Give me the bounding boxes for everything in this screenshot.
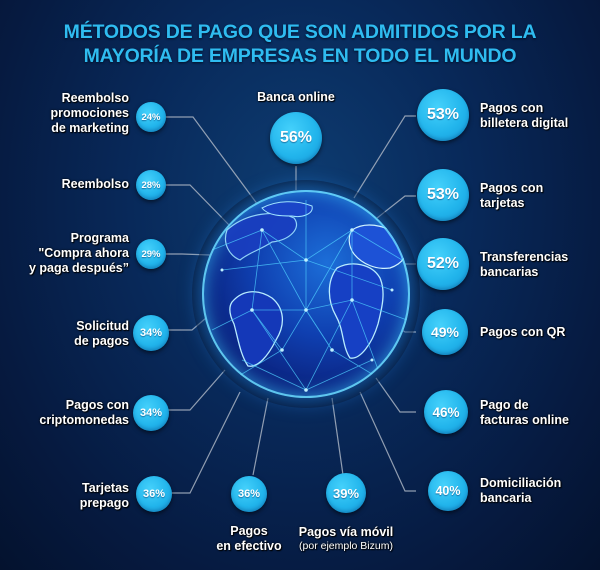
label-pagos-tarjetas: Pagos con tarjetas — [480, 181, 544, 210]
bubble-tarjetas-prepago: 36% — [136, 476, 172, 512]
title-line-1: MÉTODOS DE PAGO QUE SON ADMITIDOS POR LA — [63, 21, 537, 43]
chart-title: MÉTODOS DE PAGO QUE SON ADMITIDOS POR LA… — [0, 20, 600, 68]
label-domiciliacion: Domiciliación bancaria — [480, 476, 562, 505]
bubble-criptomonedas: 34% — [133, 395, 169, 431]
bubble-pagos-tarjetas: 53% — [417, 169, 469, 221]
bubble-billetera-digital: 53% — [417, 89, 469, 141]
label-pagos-qr: Pagos con QR — [480, 325, 566, 339]
label-pagos-movil: Pagos vía móvil (por ejemplo Bizum) — [290, 525, 402, 553]
globe-icon — [202, 190, 410, 398]
globe-network-icon — [202, 190, 410, 398]
label-pagos-efectivo: Pagos en efectivo — [216, 524, 282, 553]
bubble-pagos-efectivo: 36% — [231, 476, 267, 512]
label-criptomonedas: Pagos con criptomonedas — [39, 398, 129, 427]
label-banca-online: Banca online — [257, 90, 335, 104]
label-compra-ahora: Programa "Compra ahora y paga después” — [28, 231, 129, 275]
bubble-reembolso-promociones: 24% — [136, 102, 166, 132]
label-transferencias: Transferencias bancarias — [480, 250, 569, 279]
label-reembolso-promociones: Reembolso promociones de marketing — [50, 91, 130, 135]
bubble-compra-ahora: 29% — [136, 239, 166, 269]
label-pagos-movil-sub: (por ejemplo Bizum) — [299, 540, 393, 552]
title-line-2: MAYORÍA DE EMPRESAS EN TODO EL MUNDO — [83, 45, 517, 67]
bubble-banca-online: 56% — [270, 112, 322, 164]
bubble-pagos-qr: 49% — [422, 309, 468, 355]
bubble-solicitud-pagos: 34% — [133, 315, 169, 351]
label-solicitud-pagos: Solicitud de pagos — [74, 319, 129, 348]
label-tarjetas-prepago: Tarjetas prepago — [79, 481, 129, 510]
label-billetera-digital: Pagos con billetera digital — [480, 101, 569, 130]
label-reembolso: Reembolso — [61, 177, 129, 191]
bubble-domiciliacion: 40% — [428, 471, 468, 511]
bubble-reembolso: 28% — [136, 170, 166, 200]
bubble-transferencias: 52% — [417, 238, 469, 290]
bubble-pagos-movil: 39% — [326, 473, 366, 513]
bubble-facturas-online: 46% — [424, 390, 468, 434]
label-facturas-online: Pago de facturas online — [480, 398, 569, 427]
